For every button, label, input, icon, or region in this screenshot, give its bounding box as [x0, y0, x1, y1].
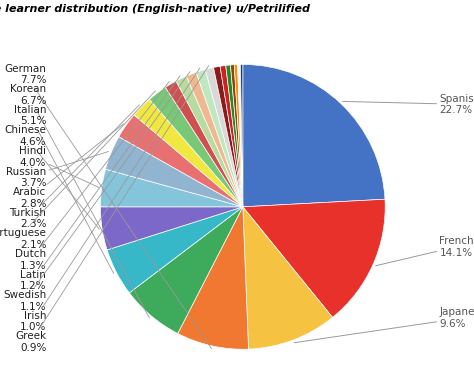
Text: Latin
1.2%: Latin 1.2% [20, 76, 180, 291]
Text: Irish
1.0%: Irish 1.0% [20, 68, 200, 332]
Wedge shape [226, 65, 243, 207]
Text: Italian
5.1%: Italian 5.1% [14, 105, 114, 273]
Text: Duolingo Language learner distribution (English-native) u/Petrilified: Duolingo Language learner distribution (… [0, 4, 310, 14]
Text: Dutch
1.3%: Dutch 1.3% [15, 82, 169, 270]
Wedge shape [100, 169, 243, 207]
Text: Greek
0.9%: Greek 0.9% [15, 66, 209, 353]
Wedge shape [234, 65, 243, 207]
Wedge shape [237, 65, 243, 207]
Wedge shape [243, 65, 385, 207]
Wedge shape [230, 65, 243, 207]
Text: Spanish
22.7%: Spanish 22.7% [343, 93, 474, 115]
Wedge shape [119, 115, 243, 207]
Text: Japanese
9.6%: Japanese 9.6% [294, 307, 474, 343]
Wedge shape [129, 207, 243, 333]
Wedge shape [213, 66, 243, 207]
Wedge shape [196, 70, 243, 207]
Text: Hindi
4.0%: Hindi 4.0% [19, 146, 99, 187]
Wedge shape [106, 137, 243, 207]
Wedge shape [178, 207, 248, 349]
Text: Portuguese
2.1%: Portuguese 2.1% [0, 91, 155, 250]
Text: Arabic
2.8%: Arabic 2.8% [13, 124, 124, 209]
Wedge shape [186, 72, 243, 207]
Wedge shape [243, 199, 385, 317]
Text: French
14.1%: French 14.1% [375, 236, 474, 266]
Wedge shape [107, 207, 243, 293]
Text: Chinese
4.6%: Chinese 4.6% [4, 125, 99, 229]
Wedge shape [240, 65, 243, 207]
Wedge shape [134, 99, 243, 207]
Text: Swedish
1.1%: Swedish 1.1% [3, 72, 190, 312]
Wedge shape [243, 207, 333, 349]
Text: Turkish
2.3%: Turkish 2.3% [9, 105, 139, 230]
Wedge shape [149, 87, 243, 207]
Wedge shape [205, 67, 243, 207]
Text: German
7.7%: German 7.7% [4, 63, 211, 349]
Wedge shape [220, 65, 243, 207]
Text: Korean
6.7%: Korean 6.7% [10, 84, 149, 318]
Wedge shape [176, 76, 243, 207]
Text: Russian
3.7%: Russian 3.7% [6, 151, 109, 188]
Wedge shape [100, 207, 243, 250]
Wedge shape [165, 81, 243, 207]
